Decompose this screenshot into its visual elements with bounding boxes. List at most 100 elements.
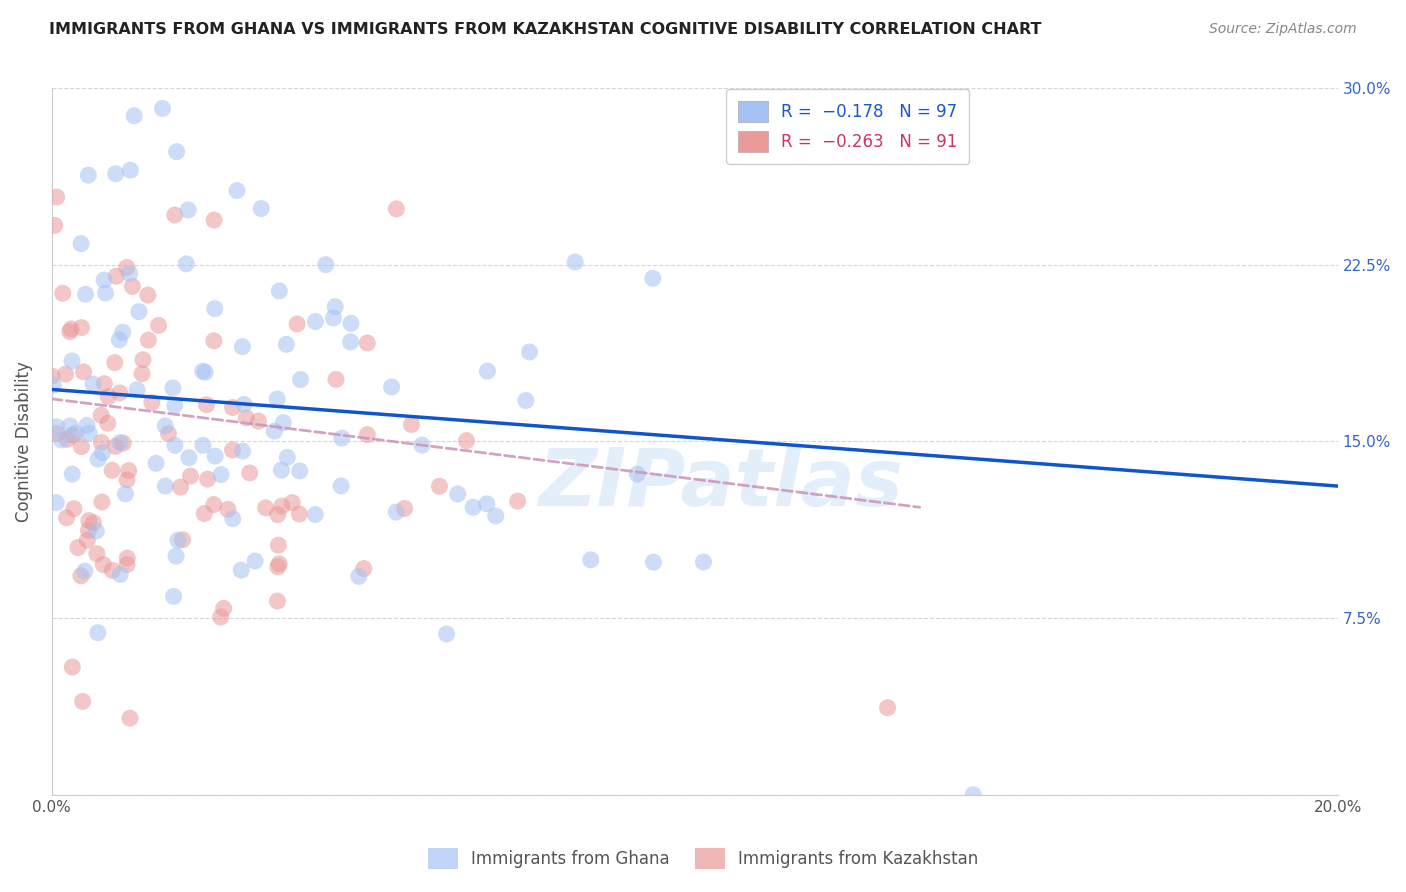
Point: [70, 320, 93, 334]
Point: [193, 507, 215, 521]
Point: [290, 373, 312, 387]
Point: [167, 533, 190, 548]
Point: [209, 467, 232, 482]
Point: [72, 694, 94, 708]
Point: [222, 511, 245, 525]
Text: IMMIGRANTS FROM GHANA VS IMMIGRANTS FROM KAZAKHSTAN COGNITIVE DISABILITY CORRELA: IMMIGRANTS FROM GHANA VS IMMIGRANTS FROM…: [49, 22, 1042, 37]
Point: [330, 431, 353, 445]
Point: [77, 524, 100, 538]
Point: [70, 568, 93, 582]
Point: [271, 499, 294, 513]
Point: [209, 610, 232, 624]
Point: [271, 416, 294, 430]
Point: [51, 433, 73, 447]
Point: [108, 333, 131, 347]
Point: [231, 563, 253, 577]
Point: [401, 417, 423, 432]
Point: [82, 516, 104, 530]
Point: [118, 267, 141, 281]
Point: [267, 559, 290, 574]
Point: [515, 393, 537, 408]
Point: [76, 533, 98, 548]
Point: [288, 464, 311, 478]
Point: [385, 505, 408, 519]
Point: [276, 337, 298, 351]
Point: [212, 601, 235, 615]
Point: [97, 416, 120, 430]
Point: [692, 555, 714, 569]
Point: [70, 440, 93, 454]
Point: [73, 564, 96, 578]
Point: [194, 365, 217, 379]
Point: [506, 494, 529, 508]
Point: [519, 345, 541, 359]
Point: [110, 567, 132, 582]
Point: [288, 507, 311, 521]
Point: [115, 473, 138, 487]
Point: [169, 480, 191, 494]
Point: [152, 102, 174, 116]
Point: [353, 561, 375, 575]
Point: [204, 449, 226, 463]
Point: [269, 557, 291, 571]
Point: [266, 392, 288, 406]
Point: [243, 554, 266, 568]
Point: [197, 472, 219, 486]
Point: [436, 627, 458, 641]
Point: [45, 419, 67, 434]
Point: [356, 335, 378, 350]
Point: [108, 435, 131, 450]
Point: [174, 257, 197, 271]
Point: [232, 444, 254, 458]
Legend: Immigrants from Ghana, Immigrants from Kazakhstan: Immigrants from Ghana, Immigrants from K…: [418, 838, 988, 880]
Point: [97, 390, 120, 404]
Point: [136, 288, 159, 302]
Point: [643, 555, 665, 569]
Point: [347, 569, 370, 583]
Point: [91, 446, 114, 460]
Point: [86, 547, 108, 561]
Point: [104, 439, 127, 453]
Point: [60, 660, 83, 674]
Point: [172, 533, 194, 547]
Point: [101, 563, 124, 577]
Point: [105, 269, 128, 284]
Point: [626, 467, 648, 482]
Point: [55, 367, 77, 381]
Point: [44, 219, 66, 233]
Point: [138, 333, 160, 347]
Point: [162, 590, 184, 604]
Point: [132, 352, 155, 367]
Point: [962, 788, 984, 802]
Point: [579, 553, 602, 567]
Point: [115, 558, 138, 572]
Text: ZIPatlas: ZIPatlas: [538, 445, 903, 523]
Point: [163, 398, 186, 412]
Point: [267, 508, 290, 522]
Point: [131, 367, 153, 381]
Point: [76, 418, 98, 433]
Point: [177, 450, 200, 465]
Point: [60, 467, 83, 482]
Point: [115, 260, 138, 275]
Point: [221, 401, 243, 415]
Point: [446, 487, 468, 501]
Point: [117, 551, 139, 566]
Point: [339, 334, 361, 349]
Point: [72, 365, 94, 379]
Point: [66, 541, 89, 555]
Point: [330, 479, 353, 493]
Point: [87, 452, 110, 467]
Point: [641, 271, 664, 285]
Point: [191, 438, 214, 452]
Point: [111, 326, 134, 340]
Point: [90, 409, 112, 423]
Point: [141, 395, 163, 409]
Point: [101, 463, 124, 477]
Point: [122, 109, 145, 123]
Point: [155, 479, 177, 493]
Point: [269, 284, 291, 298]
Point: [60, 354, 83, 368]
Point: [235, 410, 257, 425]
Point: [485, 508, 508, 523]
